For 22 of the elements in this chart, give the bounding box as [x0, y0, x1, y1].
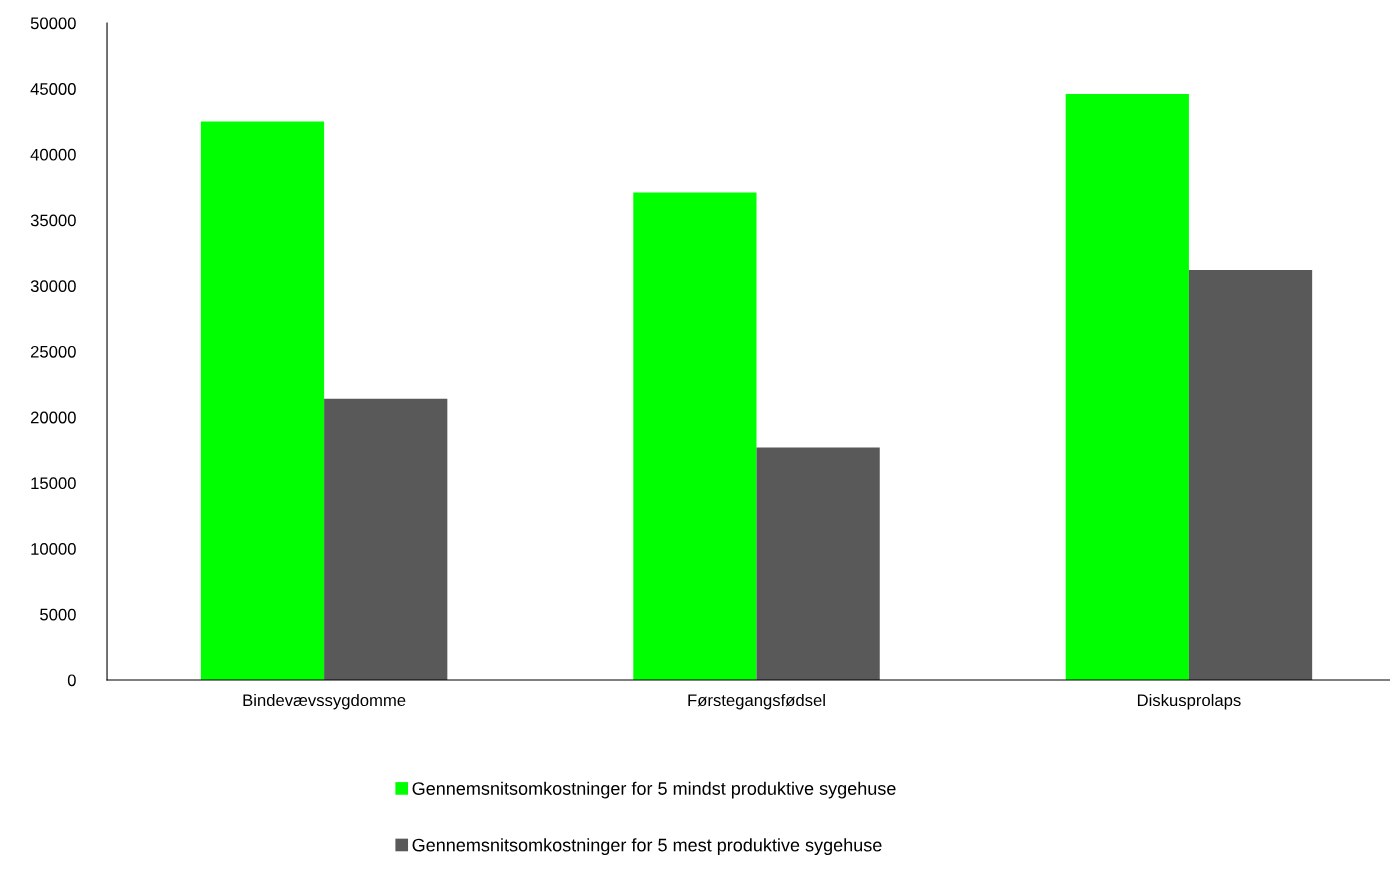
y-tick-label: 5000: [40, 608, 76, 621]
bar: [1188, 270, 1313, 680]
y-tick-label: 0: [67, 674, 76, 687]
legend-label: Gennemsnitsomkostninger for 5 mest produktive sygehuse: [412, 838, 882, 856]
bar: [1065, 93, 1189, 680]
legend-label: Gennemsnitsomkostninger for 5 mindst produktive sygehuse: [412, 781, 896, 799]
bar: [633, 192, 757, 680]
bar: [756, 447, 880, 680]
y-tick-label: 45000: [30, 83, 76, 95]
x-tick-label: Førstegangsfødsel: [688, 693, 825, 710]
y-tick-label: 15000: [31, 477, 76, 490]
y-tick-label: 50000: [30, 17, 76, 30]
y-tick-label: 10000: [31, 542, 76, 555]
x-tick-label: Bindevævssygdomme: [243, 693, 406, 710]
y-tick-label: 25000: [30, 345, 76, 358]
x-tick-label: Diskusprolaps: [1137, 693, 1241, 710]
y-tick-label: 30000: [30, 280, 76, 292]
bar: [324, 398, 448, 680]
bar: [200, 121, 325, 680]
y-tick-label: 20000: [30, 411, 76, 424]
y-tick-label: 40000: [30, 148, 76, 161]
y-tick-label: 35000: [30, 214, 76, 227]
